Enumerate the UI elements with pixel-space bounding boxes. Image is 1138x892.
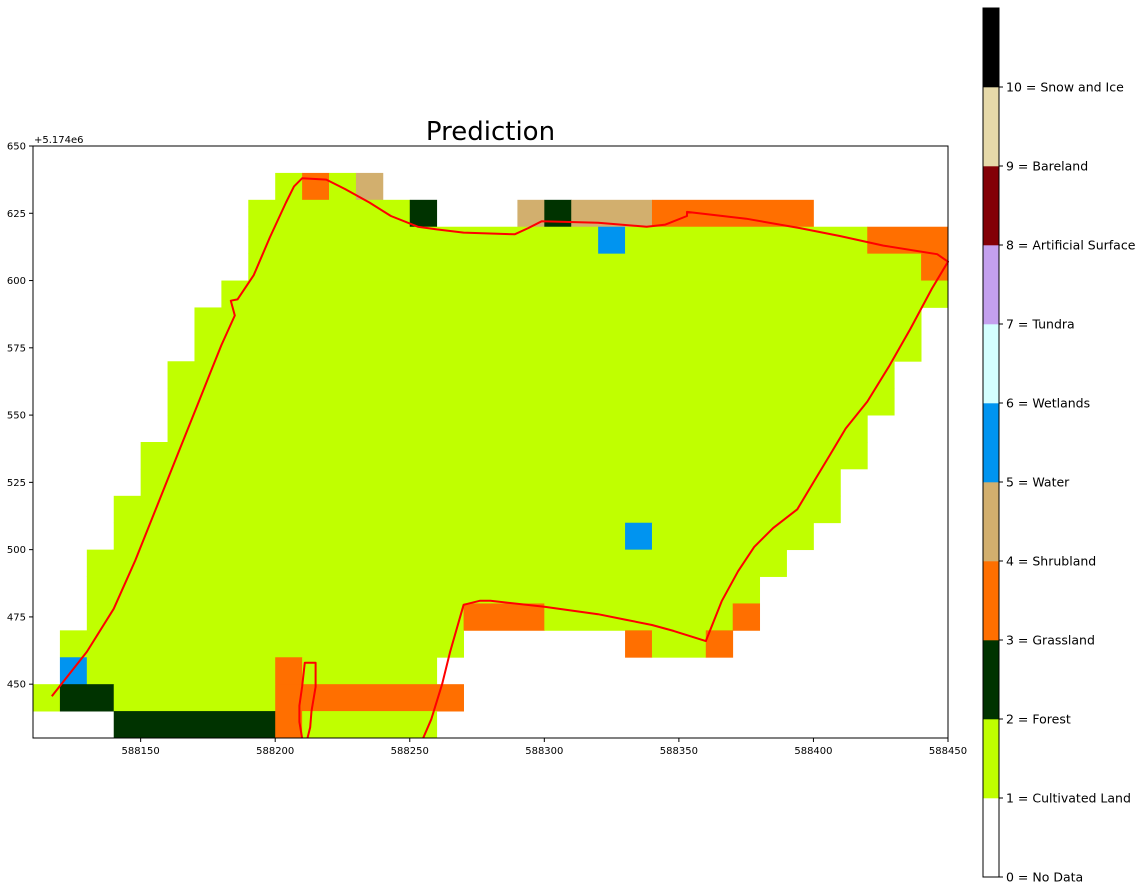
class-cell-3 bbox=[302, 684, 464, 712]
class-cell-3 bbox=[705, 630, 734, 658]
colorbar-segment-7 bbox=[983, 245, 999, 325]
class-cell-1 bbox=[167, 388, 895, 416]
colorbar-tick-label: 8 = Artificial Surface bbox=[1006, 238, 1136, 253]
x-tick-label: 588300 bbox=[525, 746, 563, 757]
x-tick-label: 588350 bbox=[660, 746, 698, 757]
class-cell-2 bbox=[544, 199, 572, 228]
y-tick-label: 600 bbox=[7, 276, 26, 287]
colorbar-tick-label: 3 = Grassland bbox=[1006, 633, 1095, 648]
class-cell-1 bbox=[113, 495, 841, 524]
colorbar-segment-9 bbox=[983, 87, 999, 167]
colorbar-frame bbox=[982, 7, 1000, 878]
x-tick-label: 588200 bbox=[256, 746, 294, 757]
class-cell-1 bbox=[651, 630, 707, 658]
colorbar-tick-label: 5 = Water bbox=[1006, 475, 1070, 490]
class-cell-1 bbox=[167, 415, 868, 443]
colorbar-segment-1 bbox=[983, 719, 999, 799]
y-tick-label: 550 bbox=[7, 411, 26, 422]
y-tick-label: 500 bbox=[7, 545, 26, 556]
class-cell-1 bbox=[302, 711, 438, 739]
class-cell-1 bbox=[167, 361, 895, 389]
class-cell-1 bbox=[625, 226, 868, 255]
colorbar-tick-label: 6 = Wetlands bbox=[1006, 396, 1090, 411]
class-cell-1 bbox=[544, 603, 734, 631]
class-cell-1 bbox=[113, 522, 626, 551]
class-cell-1 bbox=[194, 334, 922, 362]
class-cell-5 bbox=[625, 522, 653, 551]
plot-area: 588150 588200 588250 588300 588350 588400 5884… bbox=[7, 142, 967, 758]
colorbar-tick-label: 4 = Shrubland bbox=[1006, 554, 1096, 569]
colorbar-segment-4 bbox=[983, 482, 999, 562]
colorbar-segment-8 bbox=[983, 166, 999, 246]
class-cell-2 bbox=[59, 684, 115, 712]
y-axis: 450 475 500 525 550 575 600 625 650 bbox=[7, 142, 33, 691]
y-tick-label: 525 bbox=[7, 478, 26, 489]
colorbar-tick-label: 2 = Forest bbox=[1006, 712, 1071, 727]
colorbar-ticks: 0 = No Data 1 = Cultivated Land 2 = Forest… bbox=[999, 80, 1136, 885]
class-cell-1 bbox=[248, 226, 599, 255]
class-cell-3 bbox=[625, 630, 653, 658]
colorbar-segment-10 bbox=[983, 8, 999, 88]
x-axis: 588150 588200 588250 588300 588350 588400 5884… bbox=[122, 738, 967, 757]
boundary-strip bbox=[298, 661, 317, 739]
class-cell-5 bbox=[598, 226, 626, 255]
class-cell-2 bbox=[409, 199, 438, 228]
class-cell-1 bbox=[221, 280, 949, 308]
colorbar-segment-5 bbox=[983, 403, 999, 483]
class-cell-1 bbox=[194, 307, 922, 335]
chart-title: Prediction bbox=[426, 117, 555, 147]
class-cell-3 bbox=[275, 711, 303, 739]
colorbar-segment-2 bbox=[983, 640, 999, 720]
class-cell-4 bbox=[355, 172, 384, 201]
class-cell-1 bbox=[59, 630, 464, 658]
class-cell-3 bbox=[275, 657, 303, 685]
colorbar-tick-label: 10 = Snow and Ice bbox=[1006, 80, 1124, 95]
class-cell-3 bbox=[275, 684, 303, 712]
colorbar-segment-0 bbox=[983, 798, 999, 878]
class-cell-1 bbox=[329, 172, 357, 201]
class-cell-3 bbox=[732, 603, 761, 631]
boundary-outline bbox=[51, 177, 949, 739]
class-cell-3 bbox=[302, 172, 330, 201]
y-tick-label: 450 bbox=[7, 680, 26, 691]
class-cell-1 bbox=[33, 684, 61, 712]
field-boundary bbox=[51, 177, 949, 739]
class-cell-3 bbox=[651, 199, 814, 228]
class-cell-1 bbox=[86, 657, 276, 685]
y-tick-label: 475 bbox=[7, 612, 26, 623]
class-cell-1 bbox=[113, 684, 276, 712]
class-cell-1 bbox=[248, 253, 922, 281]
class-cell-4 bbox=[517, 199, 545, 228]
y-axis-offset-label: +5.174e6 bbox=[34, 135, 84, 146]
class-cell-1 bbox=[248, 199, 411, 228]
colorbar-tick-label: 0 = No Data bbox=[1006, 870, 1083, 885]
class-cell-3 bbox=[463, 603, 545, 631]
x-tick-label: 588150 bbox=[122, 746, 160, 757]
colorbar-tick-label: 1 = Cultivated Land bbox=[1006, 791, 1131, 806]
class-cell-1 bbox=[651, 522, 814, 551]
class-cell-1 bbox=[86, 576, 761, 604]
colorbar-segment-3 bbox=[983, 561, 999, 641]
x-tick-label: 588450 bbox=[929, 746, 967, 757]
y-tick-label: 575 bbox=[7, 343, 26, 354]
x-tick-label: 588250 bbox=[391, 746, 429, 757]
class-cell-1 bbox=[302, 657, 438, 685]
y-tick-label: 625 bbox=[7, 209, 26, 220]
x-tick-label: 588400 bbox=[794, 746, 832, 757]
class-cell-1 bbox=[140, 468, 841, 497]
colorbar-tick-label: 7 = Tundra bbox=[1006, 317, 1075, 332]
colorbar: 0 = No Data 1 = Cultivated Land 2 = Forest… bbox=[982, 7, 1136, 885]
plot-frame bbox=[32, 145, 949, 739]
class-cell-1 bbox=[86, 549, 787, 577]
colorbar-segment-6 bbox=[983, 324, 999, 404]
colorbar-tick-label: 9 = Bareland bbox=[1006, 159, 1088, 174]
class-cell-1 bbox=[86, 603, 464, 631]
class-cell-2 bbox=[113, 711, 276, 739]
colorbar-segments bbox=[983, 8, 999, 878]
y-tick-label: 650 bbox=[7, 142, 26, 153]
class-cell-1 bbox=[140, 442, 868, 470]
